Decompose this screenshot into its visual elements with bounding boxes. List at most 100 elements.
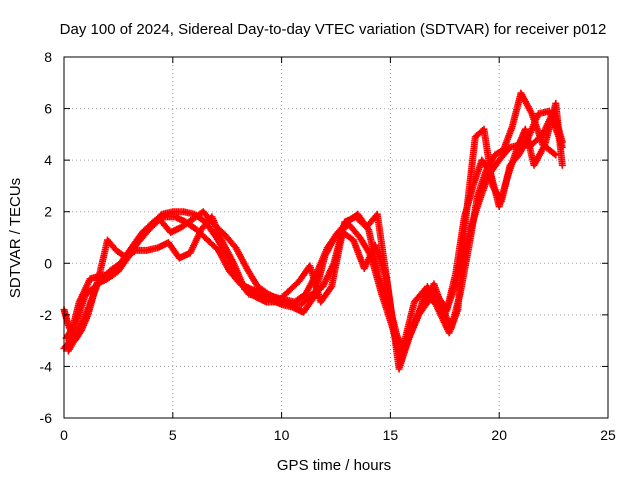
data-point-trail <box>443 272 459 312</box>
y-tick-label: -2 <box>40 307 53 323</box>
data-point-trail <box>465 194 481 250</box>
data-point-trail <box>405 318 420 343</box>
data-point-trail <box>324 230 341 250</box>
data-point-trail <box>507 152 522 168</box>
data-point-trail <box>65 333 80 353</box>
x-tick-labels: 0 5 10 15 20 25 <box>60 427 616 443</box>
data-point-trail <box>424 284 441 312</box>
axis-ticks <box>63 56 609 419</box>
data-point-trail <box>266 291 282 303</box>
data-point-trail <box>492 147 506 158</box>
y-tick-label: -6 <box>40 410 53 426</box>
data-point-trail <box>109 256 128 276</box>
y-tick-label: -4 <box>40 358 53 374</box>
x-tick-label: 10 <box>274 427 290 443</box>
data-point-trail <box>536 108 551 117</box>
y-axis-label: SDTVAR / TECUs <box>7 178 24 298</box>
data-point-trail <box>155 239 171 251</box>
data-point-trail <box>200 209 217 227</box>
data-point-trail <box>384 287 403 371</box>
data-point-trail <box>524 112 542 142</box>
data-point-trail <box>63 325 76 341</box>
data-point-trail <box>374 212 392 291</box>
data-point-trail <box>171 208 186 216</box>
data-point-trail <box>145 244 160 254</box>
data-point-trail <box>330 220 348 265</box>
y-tick-labels: -6 -4 -2 0 2 4 6 8 <box>40 49 53 426</box>
x-axis-label: GPS time / hours <box>277 457 391 474</box>
data-point-trail <box>177 250 193 261</box>
data-point-trail <box>166 240 182 261</box>
data-point-trail <box>516 137 531 157</box>
data-point-trail <box>93 238 111 289</box>
series-track-d <box>64 107 566 373</box>
data-point-trail <box>396 339 411 371</box>
data-point-trail <box>135 227 152 245</box>
data-point-trail <box>69 300 83 330</box>
data-point-trail <box>74 313 89 338</box>
data-point-trail <box>242 286 258 300</box>
chart-title: Day 100 of 2024, Sidereal Day-to-day VTE… <box>60 21 607 38</box>
data-point-trail <box>480 127 496 188</box>
data-point-trail <box>500 124 516 152</box>
data-point-trail <box>496 145 513 163</box>
data-point-trail <box>212 222 228 238</box>
data-point-trail <box>124 240 141 261</box>
plot-frame <box>63 56 609 419</box>
data-point-trail <box>168 224 184 236</box>
data-point-trail <box>474 168 490 198</box>
x-tick-label: 20 <box>491 427 507 443</box>
data-point-trail <box>285 279 302 294</box>
x-tick-label: 0 <box>60 427 68 443</box>
data-point-trail <box>292 291 308 305</box>
data-point-trail <box>105 238 119 253</box>
data-point-trail <box>140 219 156 235</box>
data-point-trail <box>179 217 195 230</box>
data-point-trail <box>346 222 363 240</box>
data-point-trail <box>255 284 271 297</box>
data-point-trail <box>546 109 561 137</box>
data-point-trail <box>181 208 197 218</box>
data-point-trail <box>446 307 461 335</box>
y-tick-label: 4 <box>44 152 52 168</box>
data-point-trail <box>310 284 325 297</box>
data-point-trail <box>249 286 264 297</box>
data-point-trail <box>299 292 315 307</box>
data-point-trail <box>300 294 317 315</box>
data-point-trail <box>83 286 95 297</box>
data-point-trail <box>463 135 479 214</box>
data-point-trail <box>231 261 248 291</box>
data-point-trail <box>220 240 237 266</box>
y-tick-label: 0 <box>44 255 52 271</box>
data-point-trail <box>498 163 514 203</box>
data-point-trail <box>173 214 188 225</box>
data-point-trail <box>76 277 93 304</box>
data-point-trail <box>61 338 73 351</box>
data-point-trail <box>233 246 250 271</box>
data-point-trail <box>205 237 221 253</box>
data-point-trail <box>288 301 303 309</box>
data-point-trail <box>187 228 204 255</box>
data-point-trail <box>244 266 261 289</box>
data-point-trail <box>215 248 232 273</box>
y-tick-label: 2 <box>44 204 52 220</box>
x-tick-label: 5 <box>169 427 177 443</box>
y-tick-label: 6 <box>44 101 52 117</box>
x-tick-label: 25 <box>600 427 616 443</box>
data-point-trail <box>313 246 331 276</box>
data-point-trail <box>454 210 470 312</box>
data-point-trail <box>518 91 535 116</box>
data-point-trail <box>82 284 100 317</box>
data-point-trail <box>320 261 337 289</box>
data-points <box>60 89 566 373</box>
data-point-trail <box>264 298 279 306</box>
data-point-trail <box>222 232 239 250</box>
x-tick-label: 15 <box>383 427 399 443</box>
data-point-trail <box>134 246 149 254</box>
data-point-trail <box>531 142 548 168</box>
data-point-trail <box>555 132 566 149</box>
data-point-trail <box>318 284 335 304</box>
y-tick-label: 8 <box>44 49 52 65</box>
